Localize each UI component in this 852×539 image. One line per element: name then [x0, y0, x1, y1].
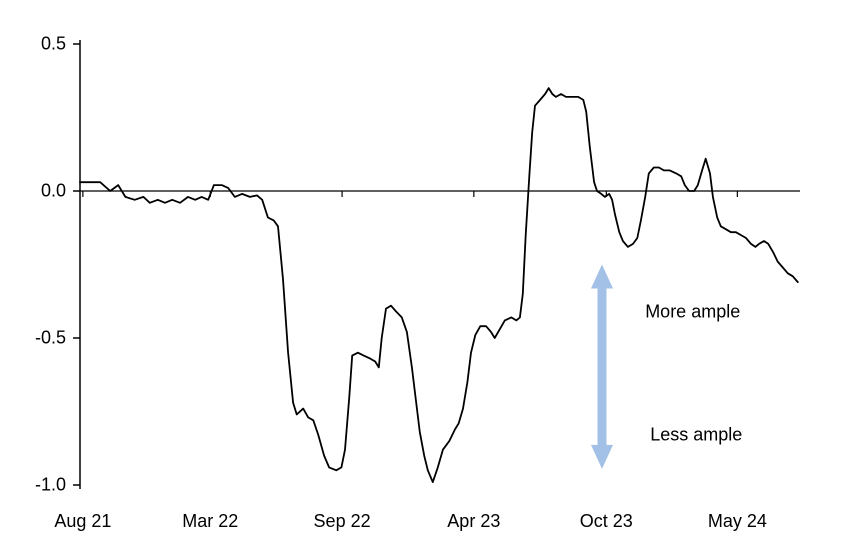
x-tick-label: Oct 23: [579, 511, 633, 531]
y-tick-label: 0.0: [40, 180, 66, 201]
annotation-more-ample: More ample: [645, 301, 741, 322]
data-line: [79, 87, 799, 484]
x-tick-label: Sep 22: [313, 511, 371, 531]
ample-arrow-head-down-icon: [591, 444, 613, 469]
x-tick-label: May 24: [707, 511, 767, 531]
x-tick-label: Aug 21: [54, 511, 112, 531]
y-tick-label: 0.5: [40, 33, 66, 54]
x-tick-label: Mar 22: [182, 511, 239, 531]
ample-arrow-head-up-icon: [591, 264, 613, 289]
x-tick-label: Apr 23: [447, 511, 501, 531]
annotation-less-ample: Less ample: [650, 424, 743, 445]
y-tick-label: -1.0: [34, 474, 66, 495]
y-tick-label: -0.5: [34, 327, 66, 348]
